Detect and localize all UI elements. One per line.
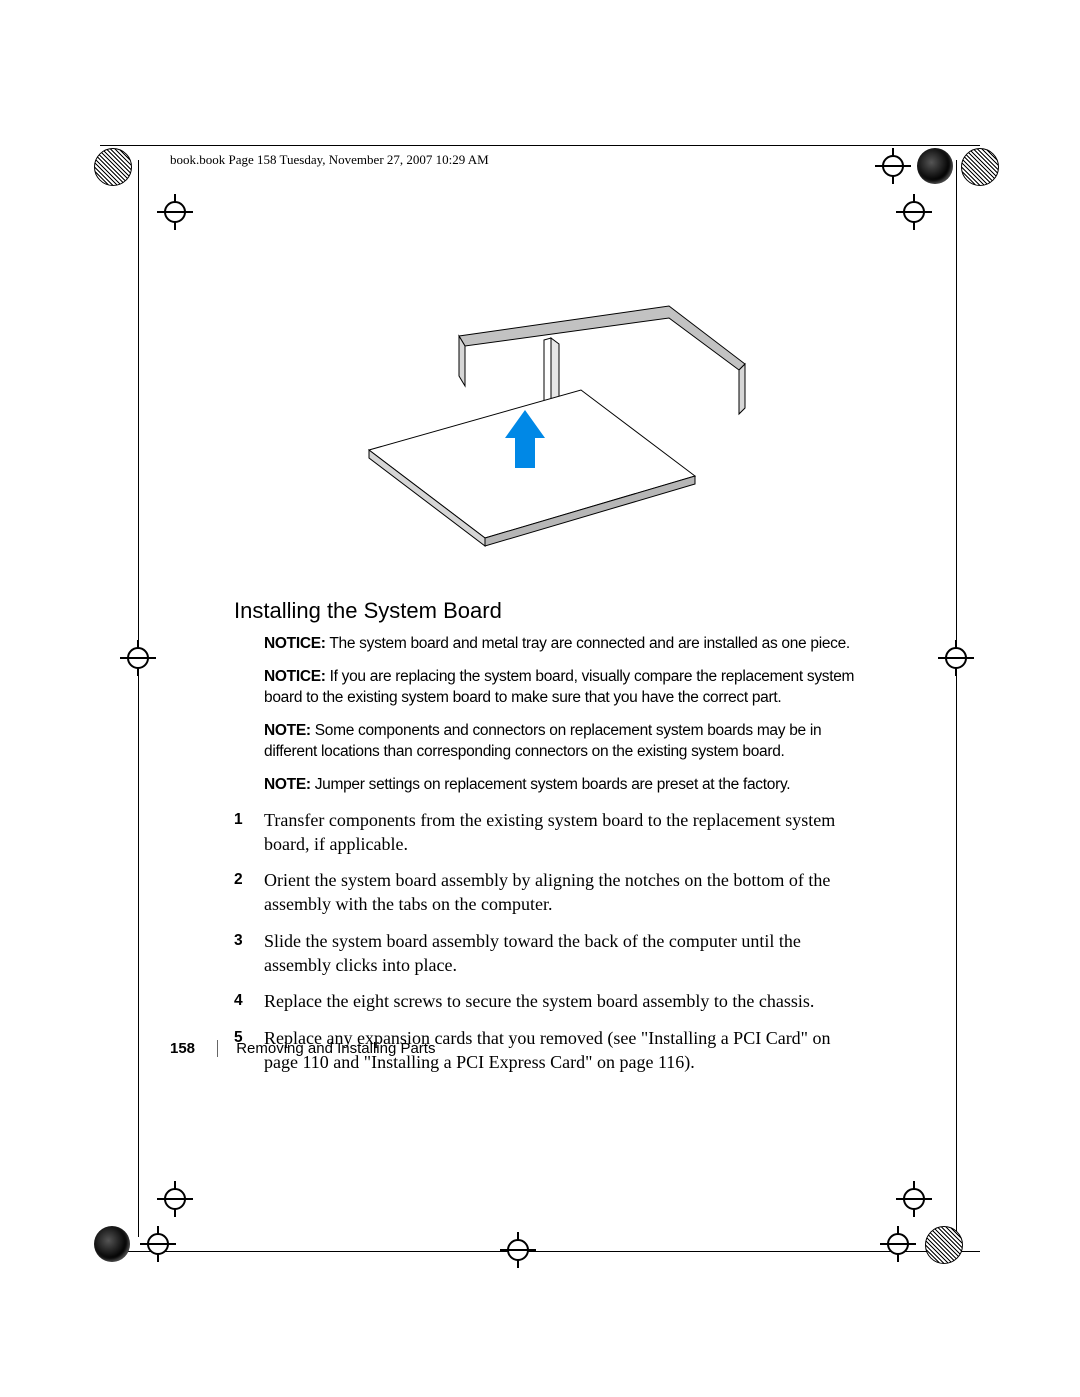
footer-separator: [217, 1040, 218, 1057]
hatched-register-top-left: [94, 148, 132, 186]
notice-1-text: The system board and metal tray are conn…: [329, 635, 850, 652]
note-1: NOTE: Some components and connectors on …: [264, 721, 864, 763]
step-3: 3Slide the system board assembly toward …: [234, 929, 864, 978]
crosshair-mid-right: [938, 640, 974, 676]
crop-line-right: [956, 160, 957, 1237]
step-num: 1: [234, 808, 264, 857]
crosshair-above-bottom-right: [896, 1181, 932, 1217]
crop-line-left: [138, 160, 139, 1237]
page-number: 158: [170, 1040, 195, 1057]
crosshair-bottom-center: [500, 1232, 536, 1268]
step-1: 1Transfer components from the existing s…: [234, 808, 864, 857]
crosshair-top-right-1: [875, 148, 911, 184]
page-footer: 158 Removing and Installing Parts: [170, 1040, 435, 1057]
crop-line-bottom: [100, 1251, 980, 1252]
crop-line-top: [100, 145, 980, 146]
isometric-board-svg: [339, 300, 759, 570]
crosshair-bottom-left: [140, 1226, 176, 1262]
step-text: Slide the system board assembly toward t…: [264, 929, 864, 978]
solid-dot-top-right-1: [917, 148, 953, 184]
notice-2-text: If you are replacing the system board, v…: [264, 668, 854, 706]
crosshair-bottom-right: [880, 1226, 916, 1262]
crosshair-top-left: [157, 194, 193, 230]
step-2: 2Orient the system board assembly by ali…: [234, 868, 864, 917]
note-label: NOTE:: [264, 722, 311, 739]
step-num: 2: [234, 868, 264, 917]
step-text: Transfer components from the existing sy…: [264, 808, 864, 857]
step-num: 3: [234, 929, 264, 978]
document-page: book.book Page 158 Tuesday, November 27,…: [0, 0, 1080, 1397]
notice-2: NOTICE: If you are replacing the system …: [264, 667, 864, 709]
solid-dot-bottom-left: [94, 1226, 130, 1262]
step-text: Orient the system board assembly by alig…: [264, 868, 864, 917]
step-num: 4: [234, 989, 264, 1013]
procedure-steps: 1Transfer components from the existing s…: [234, 808, 864, 1075]
note-1-text: Some components and connectors on replac…: [264, 722, 821, 760]
note-2-text: Jumper settings on replacement system bo…: [315, 776, 791, 793]
crosshair-mid-left: [120, 640, 156, 676]
crosshair-below-top-right: [896, 194, 932, 230]
step-text: Replace the eight screws to secure the s…: [264, 989, 864, 1013]
note-2: NOTE: Jumper settings on replacement sys…: [264, 775, 864, 796]
notice-label: NOTICE:: [264, 635, 326, 652]
note-label: NOTE:: [264, 776, 311, 793]
hatched-register-top-right: [961, 148, 999, 186]
notice-label: NOTICE:: [264, 668, 326, 685]
step-4: 4Replace the eight screws to secure the …: [234, 989, 864, 1013]
notice-1: NOTICE: The system board and metal tray …: [264, 634, 864, 655]
crosshair-above-bottom-left: [157, 1181, 193, 1217]
hatched-register-bottom-right: [925, 1226, 963, 1264]
book-header-text: book.book Page 158 Tuesday, November 27,…: [170, 152, 489, 168]
footer-section: Removing and Installing Parts: [236, 1040, 435, 1057]
content-area: Installing the System Board NOTICE: The …: [234, 300, 864, 1086]
section-heading: Installing the System Board: [234, 598, 864, 624]
system-board-diagram: [234, 300, 864, 570]
